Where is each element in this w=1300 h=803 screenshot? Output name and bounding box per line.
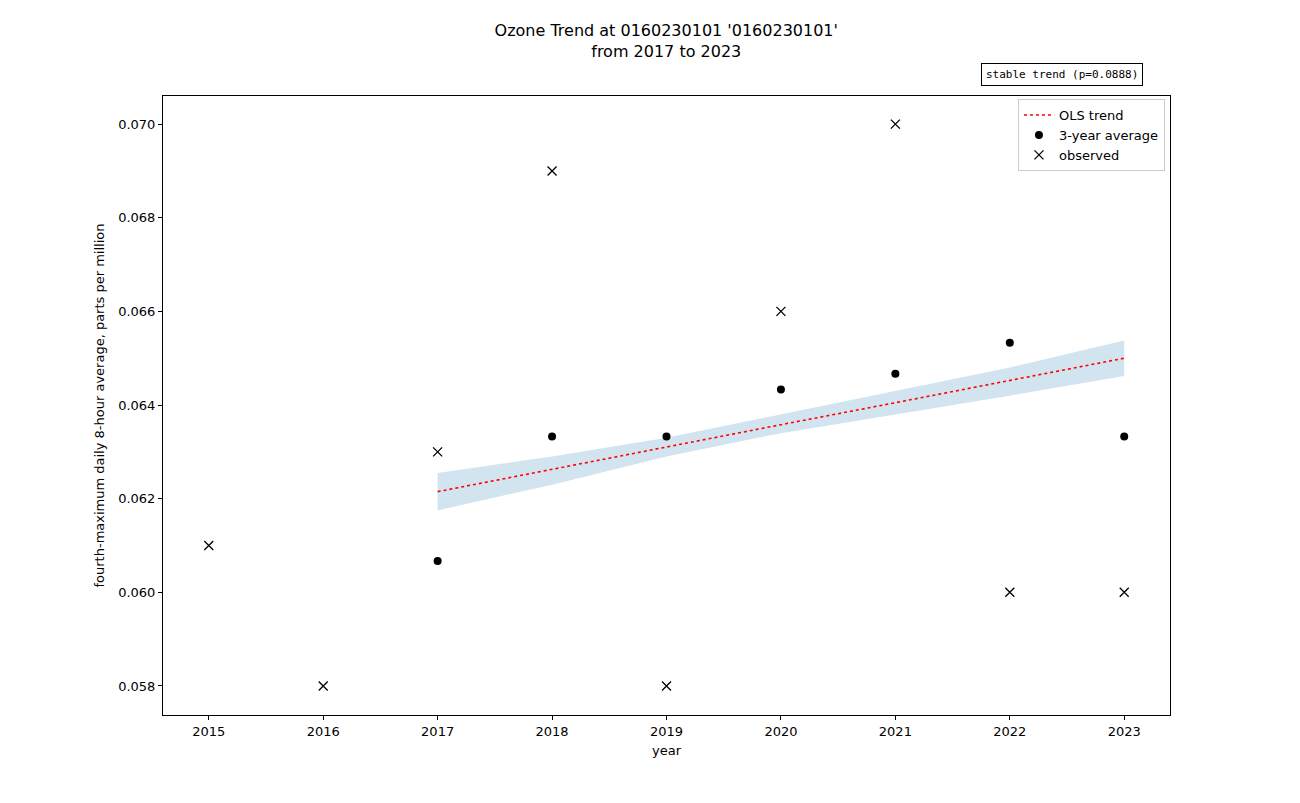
svg-text:Ozone Trend at 0160230101 '016: Ozone Trend at 0160230101 '0160230101'fr… xyxy=(495,21,838,61)
svg-text:observed: observed xyxy=(1059,148,1119,163)
svg-text:2016: 2016 xyxy=(307,724,340,739)
svg-text:2022: 2022 xyxy=(993,724,1026,739)
svg-text:2021: 2021 xyxy=(879,724,912,739)
svg-text:0.062: 0.062 xyxy=(118,491,155,506)
svg-text:OLS trend: OLS trend xyxy=(1059,108,1124,123)
svg-text:2015: 2015 xyxy=(192,724,225,739)
svg-text:2017: 2017 xyxy=(421,724,454,739)
svg-text:0.070: 0.070 xyxy=(118,117,155,132)
svg-text:0.066: 0.066 xyxy=(118,304,155,319)
svg-text:3-year average: 3-year average xyxy=(1059,128,1158,143)
svg-text:2019: 2019 xyxy=(650,724,683,739)
svg-text:2020: 2020 xyxy=(764,724,797,739)
svg-text:2023: 2023 xyxy=(1108,724,1141,739)
svg-text:0.068: 0.068 xyxy=(118,210,155,225)
svg-text:fourth-maximum daily 8-hour av: fourth-maximum daily 8-hour average, par… xyxy=(92,224,107,588)
svg-text:2018: 2018 xyxy=(536,724,569,739)
svg-text:year: year xyxy=(652,743,682,758)
svg-text:0.058: 0.058 xyxy=(118,679,155,694)
svg-text:stable trend (p=0.0888): stable trend (p=0.0888) xyxy=(986,68,1138,81)
svg-text:0.060: 0.060 xyxy=(118,585,155,600)
svg-text:0.064: 0.064 xyxy=(118,398,155,413)
